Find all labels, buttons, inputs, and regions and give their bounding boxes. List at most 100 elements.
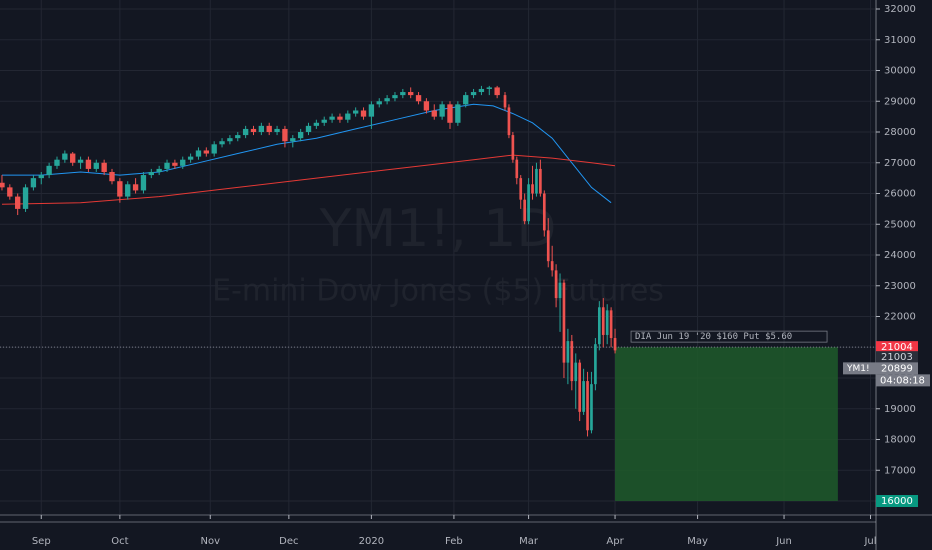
candle-body (400, 92, 406, 96)
candle-body (266, 125, 272, 133)
position-box (615, 347, 838, 502)
candle-body (77, 159, 84, 163)
candle-body (235, 135, 241, 139)
candle-body (566, 341, 570, 363)
candle-body (554, 270, 558, 299)
y-tick-label: 26000 (884, 189, 916, 200)
x-tick-label: Oct (111, 536, 128, 547)
y-tick-label: 28000 (884, 127, 916, 138)
y-tick-label: 18000 (884, 435, 916, 446)
candle-body (439, 104, 445, 117)
candle-body (613, 338, 617, 351)
candle-body (187, 156, 194, 160)
candle-body (570, 341, 574, 382)
candle-body (494, 87, 500, 96)
candle-body (38, 175, 44, 179)
candle-body (423, 101, 430, 111)
x-tick-label: Jul (863, 536, 876, 547)
x-tick-label: Feb (445, 536, 463, 547)
candle-body (574, 362, 578, 382)
candle-body (85, 159, 92, 169)
candle-body (470, 92, 477, 96)
x-tick-label: May (687, 536, 708, 547)
candle-body (345, 113, 351, 120)
candle-body (180, 159, 186, 166)
candle-body (503, 95, 507, 108)
candle-body (511, 135, 515, 160)
candle-body (15, 196, 21, 209)
entry-tag-bg (876, 341, 918, 354)
watermark-title: YM1!, 1D (319, 199, 557, 259)
candle-body (527, 184, 530, 222)
marker-price-tag-bg (876, 351, 918, 364)
candle-body (321, 119, 327, 123)
candle-body (30, 178, 37, 188)
entry-tag: 21004 (881, 342, 913, 353)
target-tag: 16000 (881, 496, 913, 507)
x-tick-label: Apr (606, 536, 624, 547)
candle-body (297, 132, 304, 139)
x-tick-label: 2020 (359, 536, 384, 547)
candle-body (242, 128, 249, 136)
candle-body (546, 230, 550, 262)
candle-body (250, 128, 257, 133)
candle-body (601, 307, 605, 335)
candle-body (539, 168, 542, 194)
candle-body (523, 199, 526, 222)
position-label: DIA Jun 19 '20 $160 Put $5.60 (635, 332, 792, 342)
candle-body (463, 95, 469, 105)
candle-body (447, 104, 453, 123)
candle-body (7, 187, 13, 197)
position-label-box (630, 330, 828, 343)
candle-body (582, 381, 585, 412)
candle-body (62, 153, 68, 160)
y-tick-label: 19000 (884, 404, 916, 415)
candle-body (519, 178, 523, 200)
candle-body (203, 150, 209, 154)
candle-body (140, 175, 147, 191)
y-tick-label: 30000 (884, 66, 916, 77)
candle-body (478, 88, 485, 93)
marker-price-tag: 21003 (881, 352, 913, 363)
symbol-tag-bg (843, 362, 876, 375)
candle-body (431, 110, 437, 117)
candle-body (515, 159, 519, 179)
candle-body (211, 144, 217, 154)
candle-body (172, 162, 178, 166)
candle-body (609, 310, 613, 339)
x-tick-label: Sep (32, 536, 51, 547)
candle-body (384, 98, 390, 102)
candle-body (562, 282, 566, 363)
candle-body (258, 125, 265, 133)
candle-body (219, 141, 225, 145)
candle-body (93, 162, 99, 169)
candle-body (605, 310, 609, 335)
y-tick-label: 29000 (884, 96, 916, 107)
x-tick-label: Dec (279, 536, 298, 547)
candle-body (132, 184, 139, 191)
candle-body (368, 104, 375, 117)
candle-body (274, 128, 280, 133)
watermark-subtitle: E-mini Dow Jones ($5) Futures (212, 274, 664, 309)
x-tick-label: Jun (775, 536, 792, 547)
y-tick-label: 25000 (884, 219, 916, 230)
candle-body (376, 101, 382, 105)
candle-body (148, 171, 154, 176)
candle-body (337, 116, 343, 120)
candle-body (70, 153, 76, 163)
candle-body (590, 384, 593, 431)
y-tick-label: 17000 (884, 465, 916, 476)
candle-body (313, 122, 320, 126)
candle-body (392, 95, 398, 99)
candle-body (109, 171, 115, 182)
candle-body (360, 110, 367, 117)
candle-body (164, 162, 170, 169)
last-price-tag: 20899 (881, 363, 913, 374)
candle-body (101, 162, 107, 172)
candle-body (455, 104, 461, 123)
candle-body (408, 92, 414, 96)
target-tag-bg (876, 495, 918, 508)
candle-body (0, 182, 5, 188)
candle-body (227, 138, 233, 142)
candle-body (156, 168, 162, 172)
